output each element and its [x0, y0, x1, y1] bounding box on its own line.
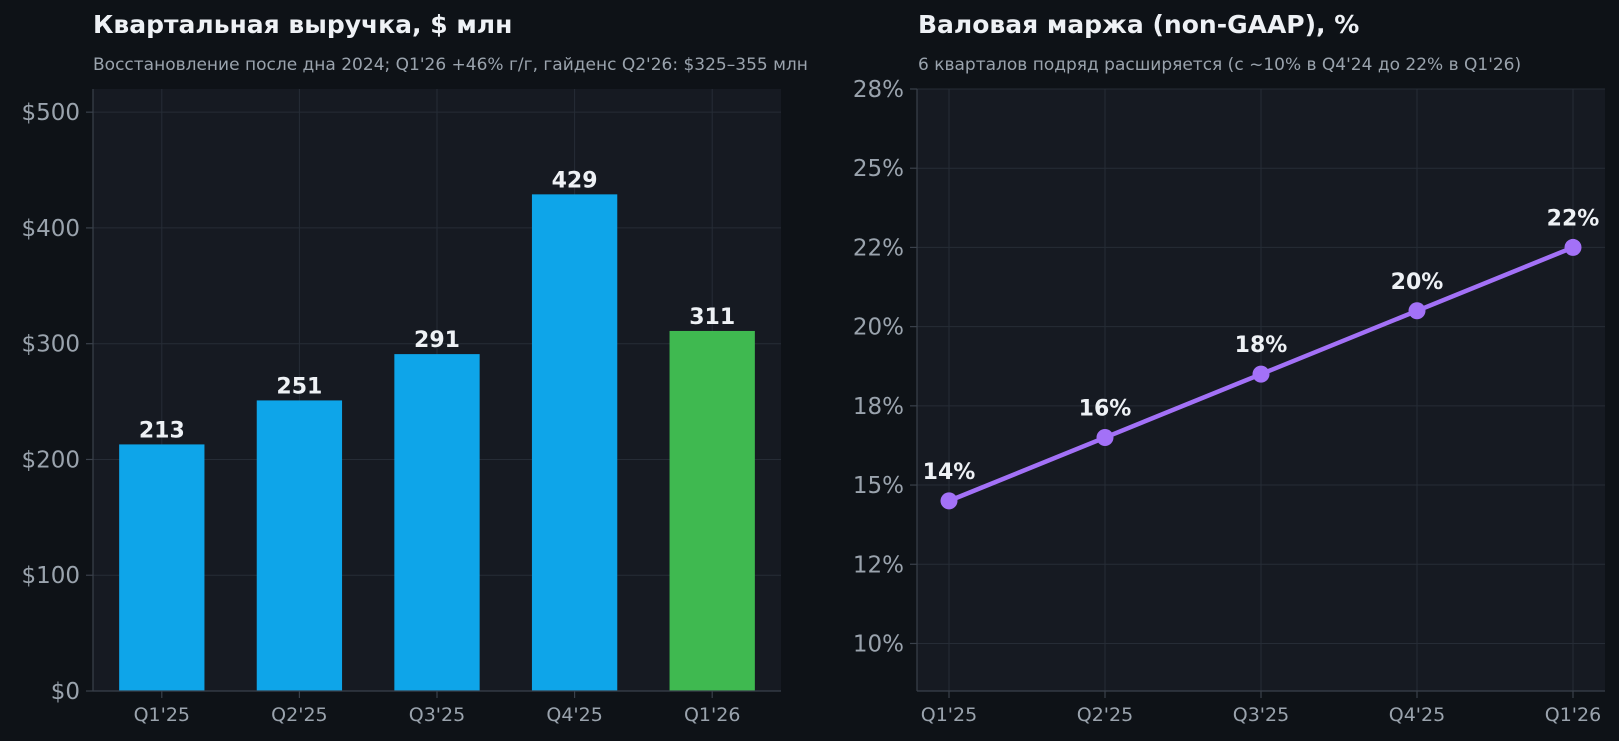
revenue-bar — [669, 330, 755, 691]
revenue-bar — [256, 400, 343, 691]
margin-ytick-label: 22% — [853, 235, 904, 261]
margin-data-point — [940, 492, 958, 510]
margin-ytick-label: 18% — [853, 394, 904, 420]
revenue-ytick-label: $0 — [51, 679, 80, 705]
revenue-xtick-label: Q4'25 — [546, 704, 602, 726]
revenue-data-label: 213 — [139, 418, 185, 443]
revenue-data-label: 429 — [552, 168, 598, 193]
revenue-ytick-label: $100 — [21, 563, 80, 589]
revenue-xtick-label: Q3'25 — [409, 704, 465, 726]
margin-chart-title: Валовая маржа (non-GAAP), % — [918, 10, 1360, 39]
margin-xtick-label: Q4'25 — [1389, 704, 1445, 726]
revenue-ytick-label: $300 — [21, 332, 80, 358]
margin-xtick-label: Q1'26 — [1545, 704, 1601, 726]
margin-data-label: 18% — [1235, 333, 1288, 358]
revenue-xtick-label: Q1'25 — [134, 704, 190, 726]
margin-data-label: 22% — [1547, 206, 1600, 231]
margin-data-label: 20% — [1391, 270, 1444, 295]
margin-ytick-label: 15% — [853, 473, 904, 499]
revenue-bar — [531, 194, 618, 691]
margin-xtick-label: Q2'25 — [1077, 704, 1133, 726]
margin-ytick-label: 20% — [853, 315, 904, 341]
revenue-data-label: 251 — [276, 374, 322, 399]
margin-line-chart: 10% 12% 15% 18% 20% 22% 25% 28% 14% 16% 18% 20% 22% Q… — [853, 77, 1605, 726]
revenue-data-label: 291 — [414, 328, 460, 353]
revenue-bar — [119, 444, 205, 691]
revenue-ytick-label: $400 — [21, 216, 80, 242]
margin-xtick-label: Q1'25 — [921, 704, 977, 726]
revenue-bar — [394, 354, 480, 691]
margin-data-point — [1408, 302, 1426, 320]
revenue-data-label: 311 — [689, 305, 735, 330]
margin-data-label: 14% — [923, 460, 976, 485]
margin-ytick-label: 28% — [853, 77, 904, 103]
margin-data-point — [1564, 238, 1582, 256]
revenue-ytick-label: $500 — [21, 100, 80, 126]
revenue-xtick-label: Q2'25 — [271, 704, 327, 726]
margin-xtick-label: Q3'25 — [1233, 704, 1289, 726]
margin-data-point — [1252, 365, 1270, 383]
margin-data-point — [1096, 429, 1114, 447]
revenue-ytick-label: $200 — [21, 447, 80, 473]
revenue-chart-title: Квартальная выручка, $ млн — [93, 10, 513, 39]
revenue-xtick-label: Q1'26 — [684, 704, 740, 726]
margin-ytick-label: 12% — [853, 552, 904, 578]
margin-chart-subtitle: 6 кварталов подряд расширяется (с ~10% в… — [918, 55, 1522, 75]
margin-data-label: 16% — [1079, 397, 1132, 422]
margin-ytick-label: 10% — [853, 631, 904, 657]
margin-ytick-label: 25% — [853, 156, 904, 182]
revenue-bar-chart: $0 $100 $200 $300 $400 $500 213 251 291 429 311 Q1'… — [21, 89, 781, 726]
revenue-chart-subtitle: Восстановление после дна 2024; Q1'26 +46… — [93, 55, 808, 75]
